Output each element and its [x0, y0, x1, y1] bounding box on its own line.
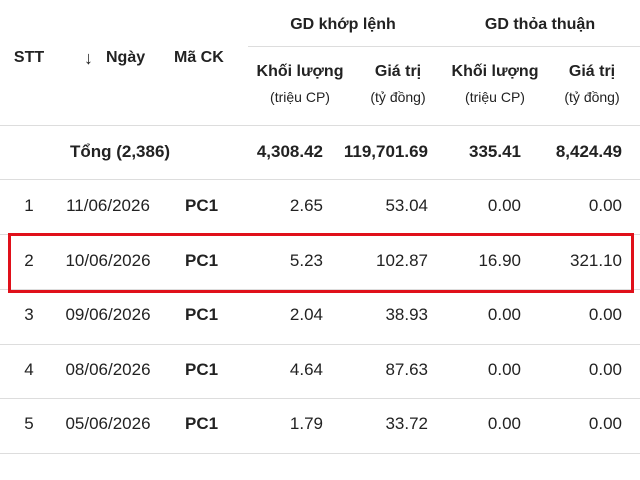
group-title: GD thỏa thuận: [484, 16, 596, 33]
column-unit: (triệu CP): [270, 89, 330, 105]
total-value: 335.41: [469, 142, 521, 161]
row-divider: [0, 289, 640, 290]
cell: 2.04: [289, 305, 323, 325]
cell: 08/06/2026: [65, 359, 151, 379]
cell: 0.00: [588, 414, 622, 434]
row-divider: [0, 179, 640, 180]
cell: 87.63: [385, 359, 428, 379]
cell: 0.00: [487, 359, 521, 379]
row-divider: [0, 453, 640, 454]
cell: 5: [24, 414, 34, 434]
column-label: Khối lượng: [451, 63, 539, 80]
header-stt: STT: [13, 49, 45, 66]
cell: 0.00: [487, 414, 521, 434]
cell: 102.87: [376, 250, 428, 270]
total-value: 8,424.49: [555, 142, 622, 161]
cell: 05/06/2026: [65, 414, 151, 434]
total-label: Tổng (2,386): [69, 142, 171, 161]
cell: 11/06/2026: [66, 196, 150, 215]
cell: 321.10: [570, 250, 622, 270]
cell: 0.00: [588, 359, 622, 379]
row-divider: [0, 344, 640, 345]
column-unit: (triệu CP): [465, 89, 525, 105]
sort-icon[interactable]: ↓: [84, 48, 93, 68]
group-divider: [248, 46, 640, 47]
column-label: Khối lượng: [256, 63, 344, 80]
row-divider: [0, 125, 640, 126]
cell: 2.65: [289, 196, 323, 215]
cell: 3: [24, 305, 34, 325]
cell: 2: [24, 250, 34, 270]
cell: 38.93: [385, 305, 428, 325]
cell: 0.00: [588, 305, 622, 325]
cell: 1.79: [289, 414, 323, 434]
cell: 4.64: [289, 359, 323, 379]
column-unit: (tỷ đồng): [370, 89, 426, 105]
column-unit: (tỷ đồng): [564, 89, 620, 105]
cell: 4: [24, 359, 34, 379]
cell: 1: [24, 196, 34, 215]
cell: PC1: [185, 250, 219, 270]
cell: 09/06/2026: [65, 305, 151, 325]
cell: PC1: [185, 359, 219, 379]
total-value: 4,308.42: [256, 142, 323, 161]
total-value: 119,701.69: [343, 142, 428, 161]
cell: 0.00: [487, 196, 521, 215]
cell: 0.00: [487, 305, 521, 325]
cell: PC1: [185, 196, 219, 215]
row-divider: [0, 398, 640, 399]
row-highlight: [8, 233, 634, 293]
cell: 16.90: [478, 250, 521, 270]
cell: PC1: [185, 414, 219, 434]
cell: 33.72: [385, 414, 428, 434]
header-date[interactable]: Ngày: [106, 49, 146, 66]
group-title: GD khớp lệnh: [290, 16, 396, 33]
cell: PC1: [185, 305, 219, 325]
header-code: Mã CK: [174, 49, 224, 66]
column-label: Giá trị: [374, 63, 422, 80]
cell: 5.23: [289, 250, 323, 270]
cell: 0.00: [588, 196, 622, 215]
cell: 53.04: [385, 196, 428, 215]
column-label: Giá trị: [568, 63, 616, 80]
cell: 10/06/2026: [65, 250, 151, 270]
